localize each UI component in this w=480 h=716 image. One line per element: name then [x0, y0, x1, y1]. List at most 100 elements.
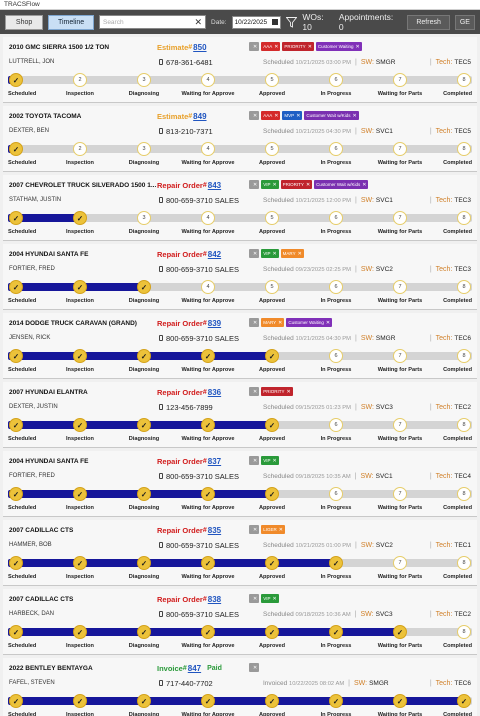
remove-tag-icon[interactable]: ✕ — [272, 181, 277, 188]
date-picker[interactable]: 10/22/2025 — [231, 15, 282, 29]
work-order-tag[interactable]: ✕ — [249, 180, 260, 189]
work-order-tag[interactable]: MARY ✕ — [261, 318, 285, 327]
work-order-tag[interactable]: Customer Wait w/Kids ✕ — [314, 180, 369, 189]
vehicle-name: 2007 CADILLAC CTS — [9, 595, 74, 603]
tag-list: ✕ VIP ✕ — [249, 456, 279, 465]
remove-tag-icon[interactable]: ✕ — [296, 112, 301, 119]
calendar-icon[interactable] — [272, 19, 279, 25]
order-number-link[interactable]: 835 — [207, 525, 222, 535]
work-order-tag[interactable]: MARY ✕ — [280, 249, 304, 258]
work-order-tag[interactable]: AAA ✕ — [261, 42, 281, 51]
remove-tag-icon[interactable]: ✕ — [253, 526, 258, 533]
remove-tag-icon[interactable]: ✕ — [272, 595, 277, 602]
work-order-tag[interactable]: ✕ — [249, 249, 260, 258]
work-order-tag[interactable]: Customer Waiting ✕ — [315, 42, 362, 51]
remove-tag-icon[interactable]: ✕ — [352, 112, 357, 119]
remove-tag-icon[interactable]: ✕ — [307, 43, 312, 50]
remove-tag-icon[interactable]: ✕ — [305, 181, 311, 188]
work-order-card[interactable]: 2022 BENTLEY BENTAYGA Invoice #847 Paid ✕ FAF… — [3, 658, 477, 716]
date-label: Date: — [211, 18, 227, 26]
filter-icon[interactable] — [286, 16, 298, 28]
remove-tag-icon[interactable]: ✕ — [355, 43, 360, 50]
work-order-tag[interactable]: PRIORITY ✕ — [282, 42, 314, 51]
step-label: Scheduled — [8, 91, 37, 97]
work-order-card[interactable]: 2004 HYUNDAI SANTA FE Repair Order #842 ✕ VI… — [3, 244, 477, 310]
remove-tag-icon[interactable]: ✕ — [253, 457, 258, 464]
remove-tag-icon[interactable]: ✕ — [278, 319, 283, 326]
work-order-card[interactable]: 2010 GMC SIERRA 1500 1/2 TON Estimate #850… — [3, 37, 477, 103]
ge-button[interactable]: GE — [454, 14, 475, 30]
step-marker: 6 — [329, 211, 343, 225]
order-number-link[interactable]: 836 — [207, 387, 222, 397]
remove-tag-icon[interactable]: ✕ — [297, 250, 302, 257]
work-order-tag[interactable]: ✕ — [249, 456, 260, 465]
work-order-card[interactable]: 2014 DODGE TRUCK CARAVAN (GRAND) Repair O… — [3, 313, 477, 379]
remove-tag-icon[interactable]: ✕ — [253, 664, 258, 671]
work-order-tag[interactable]: AAA ✕ — [261, 111, 281, 120]
remove-tag-icon[interactable]: ✕ — [274, 43, 279, 50]
work-order-card[interactable]: 2004 HYUNDAI SANTA FE Repair Order #837 ✕ VI… — [3, 451, 477, 517]
remove-tag-icon[interactable]: ✕ — [253, 319, 258, 326]
work-order-tag[interactable]: ✕ — [249, 525, 260, 534]
order-number-link[interactable]: 847 — [187, 663, 202, 673]
order-number-link[interactable]: 838 — [207, 594, 222, 604]
clear-search-icon[interactable]: ✕ — [194, 16, 203, 27]
remove-tag-icon[interactable]: ✕ — [286, 388, 291, 395]
work-order-tag[interactable]: PRIORITY ✕ — [261, 387, 293, 396]
work-order-card[interactable]: 2007 CHEVROLET TRUCK SILVERADO 1500 1...… — [3, 175, 477, 241]
scheduled-info: Scheduled 09/15/2025 01:23 PM — [263, 403, 351, 411]
step-label: Approved — [258, 91, 286, 97]
order-number-link[interactable]: 837 — [207, 456, 222, 466]
order-type: Repair Order — [157, 525, 203, 535]
work-order-card[interactable]: 2007 CADILLAC CTS Repair Order #838 ✕ VIP ✕ HA… — [3, 589, 477, 655]
step-label: Completed — [443, 712, 472, 716]
technician: TEC6 — [454, 334, 471, 342]
order-number-link[interactable]: 849 — [193, 111, 207, 121]
order-number-link[interactable]: 850 — [193, 42, 207, 52]
order-number-link[interactable]: 843 — [207, 180, 222, 190]
work-order-tag[interactable]: ✕ — [249, 111, 260, 120]
remove-tag-icon[interactable]: ✕ — [253, 43, 258, 50]
remove-tag-icon[interactable]: ✕ — [253, 595, 258, 602]
work-order-tag[interactable]: PRIORITY ✕ — [280, 180, 313, 189]
work-order-tag[interactable]: ✕ — [249, 318, 260, 327]
work-order-card[interactable]: 2007 CADILLAC CTS Repair Order #835 ✕ LIGER ✕… — [3, 520, 477, 586]
remove-tag-icon[interactable]: ✕ — [253, 388, 258, 395]
work-order-tag[interactable]: VIP ✕ — [261, 180, 279, 189]
work-order-tag[interactable]: VIP ✕ — [261, 594, 279, 603]
shop-button[interactable]: Shop — [5, 14, 44, 30]
order-number-link[interactable]: 842 — [207, 249, 222, 259]
search-input[interactable]: Search ✕ — [98, 15, 207, 29]
work-order-tag[interactable]: Customer Wait w/Kids ✕ — [304, 111, 359, 120]
remove-tag-icon[interactable]: ✕ — [272, 457, 277, 464]
work-order-tag[interactable]: ✕ — [249, 42, 260, 51]
step-marker: ✓ — [329, 625, 343, 639]
remove-tag-icon[interactable]: ✕ — [272, 250, 277, 257]
work-order-tag[interactable]: ✕ — [249, 594, 260, 603]
step-marker: ✓ — [73, 418, 87, 432]
work-order-tag[interactable]: ✕ — [249, 663, 260, 672]
remove-tag-icon[interactable]: ✕ — [278, 526, 283, 533]
remove-tag-icon[interactable]: ✕ — [253, 112, 258, 119]
work-order-tag[interactable]: LIGER ✕ — [261, 525, 285, 534]
remove-tag-icon[interactable]: ✕ — [274, 112, 279, 119]
work-order-tag[interactable]: Customer Waiting ✕ — [286, 318, 333, 327]
refresh-button[interactable]: Refresh — [407, 14, 450, 30]
step-label: Inspection — [66, 574, 94, 580]
step-marker: ✓ — [265, 418, 279, 432]
remove-tag-icon[interactable]: ✕ — [253, 250, 258, 257]
work-order-card[interactable]: 2002 TOYOTA TACOMA Estimate #849 ✕ AAA ✕ MVP ✕ C… — [3, 106, 477, 172]
step-label: Approved — [258, 505, 286, 511]
timeline-button[interactable]: Timeline — [48, 14, 94, 30]
work-order-tag[interactable]: ✕ — [249, 387, 260, 396]
work-order-tag[interactable]: MVP ✕ — [282, 111, 303, 120]
remove-tag-icon[interactable]: ✕ — [325, 319, 331, 326]
work-order-card[interactable]: 2007 HYUNDAI ELANTRA Repair Order #836 ✕ PRI… — [3, 382, 477, 448]
status-progress: ✓ 2 3 4 5 6 7 8 — [8, 73, 472, 87]
tag-label: AAA — [263, 44, 273, 49]
work-order-tag[interactable]: VIP ✕ — [261, 249, 279, 258]
remove-tag-icon[interactable]: ✕ — [362, 181, 367, 188]
order-number-link[interactable]: 839 — [207, 318, 222, 328]
remove-tag-icon[interactable]: ✕ — [253, 181, 258, 188]
work-order-tag[interactable]: VIP ✕ — [261, 456, 279, 465]
